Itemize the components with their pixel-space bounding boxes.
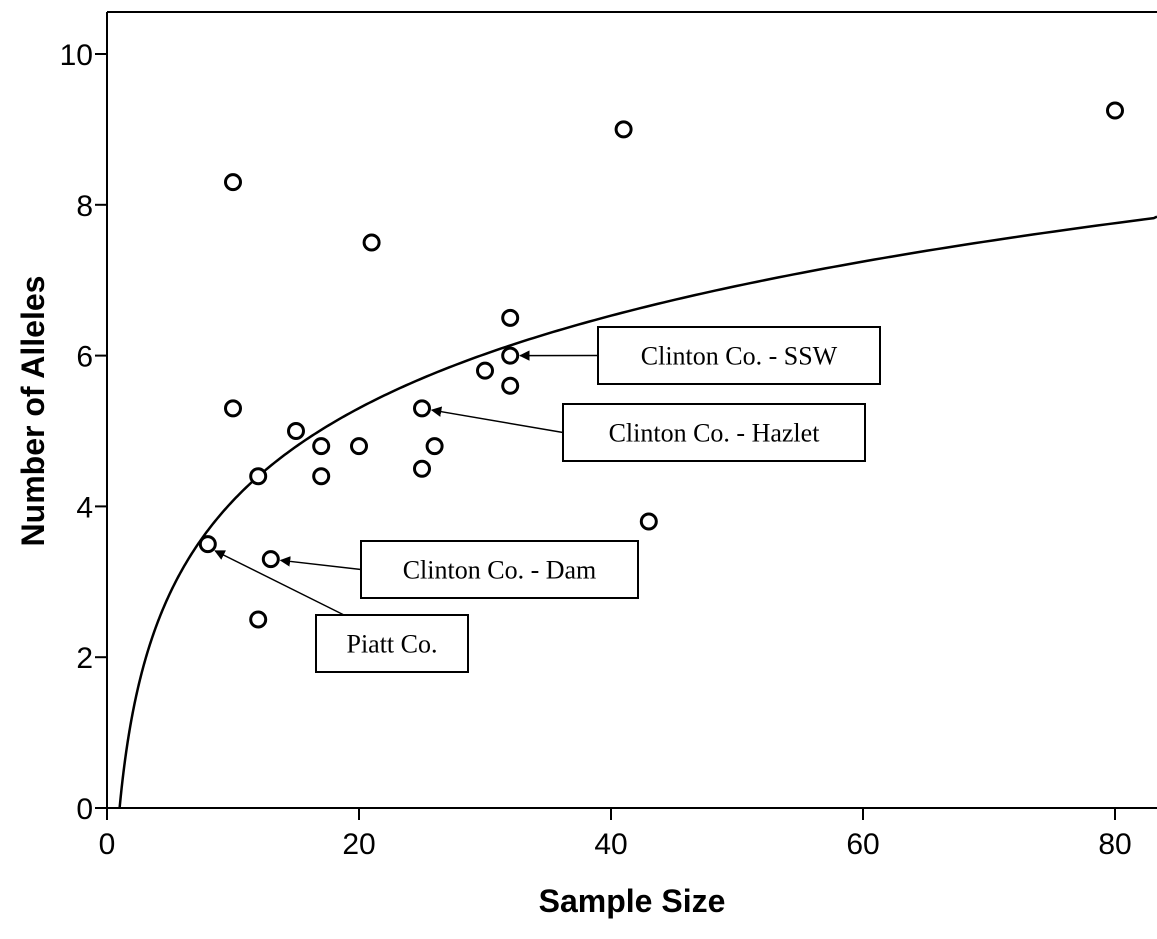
data-point — [641, 514, 656, 529]
x-tick-label: 80 — [1098, 828, 1131, 861]
x-tick-label: 60 — [846, 828, 879, 861]
y-tick-label: 6 — [76, 341, 93, 374]
data-point — [263, 552, 278, 567]
data-point — [503, 348, 518, 363]
data-point — [226, 401, 241, 416]
callout-clinton-hazlet-label: Clinton Co. - Hazlet — [609, 419, 821, 448]
data-point — [616, 122, 631, 137]
y-tick-label: 8 — [76, 190, 93, 223]
data-point — [415, 401, 430, 416]
callout-clinton-dam-label: Clinton Co. - Dam — [403, 556, 597, 585]
data-point — [226, 175, 241, 190]
y-tick-label: 0 — [76, 793, 93, 826]
x-tick-label: 40 — [594, 828, 627, 861]
data-point — [314, 439, 329, 454]
x-axis-title: Sample Size — [539, 883, 726, 919]
y-tick-label: 2 — [76, 642, 93, 675]
callout-clinton-hazlet-arrow — [432, 410, 563, 432]
y-tick-label: 10 — [60, 39, 93, 72]
fit-curve-line — [120, 217, 1157, 808]
callout-piatt-label: Piatt Co. — [346, 630, 437, 659]
data-point — [289, 424, 304, 439]
data-point — [352, 439, 367, 454]
y-tick-label: 4 — [76, 491, 93, 524]
data-point — [364, 235, 379, 250]
data-point — [503, 310, 518, 325]
data-point — [1108, 103, 1123, 118]
x-tick-label: 20 — [342, 828, 375, 861]
data-point — [314, 469, 329, 484]
data-point — [478, 363, 493, 378]
x-tick-label: 0 — [99, 828, 116, 861]
data-point — [200, 537, 215, 552]
data-point — [251, 612, 266, 627]
y-axis-title: Number of Alleles — [15, 276, 51, 547]
data-point — [503, 378, 518, 393]
callout-clinton-dam-arrow — [281, 560, 361, 569]
data-point — [251, 469, 266, 484]
data-point — [427, 439, 442, 454]
callout-clinton-ssw-label: Clinton Co. - SSW — [641, 342, 838, 371]
data-point — [415, 461, 430, 476]
